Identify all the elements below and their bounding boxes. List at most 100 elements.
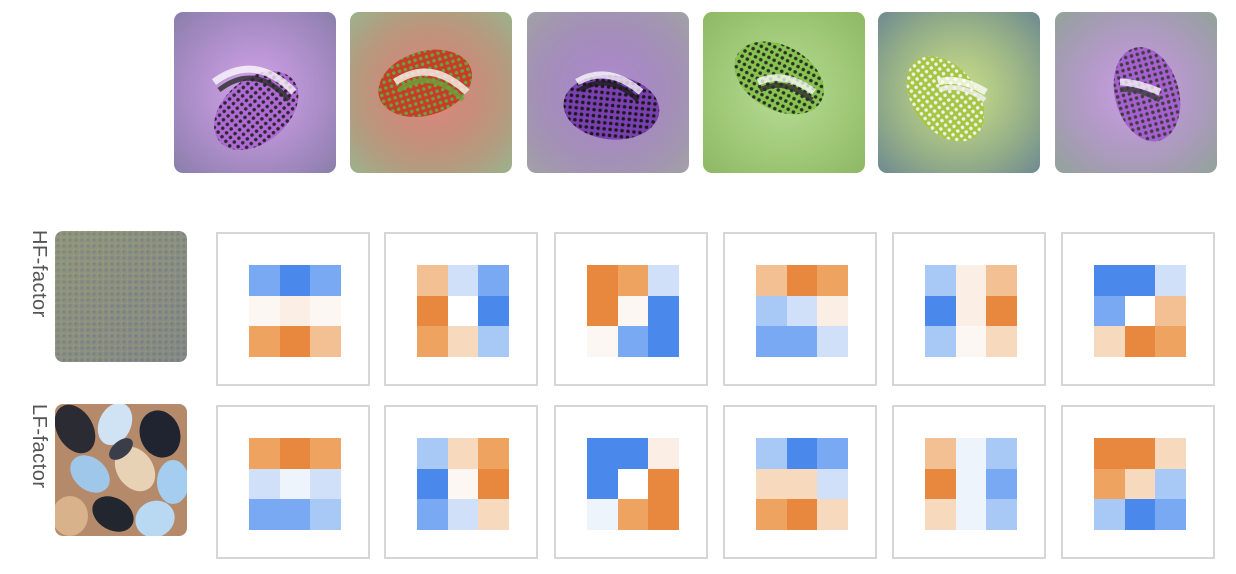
lf-factor-image [55, 404, 187, 536]
kernel-cell [786, 438, 818, 469]
kernel-cell [648, 438, 679, 469]
kernel-cell [986, 499, 1017, 530]
kernel-cell [1124, 438, 1156, 469]
lf-kernel-panel-4 [723, 405, 877, 559]
hf-kernel-panel-4 [723, 232, 877, 386]
kernel-cell [1155, 468, 1186, 500]
hf-kernel-grid [417, 265, 509, 357]
kernel-cell [310, 265, 341, 296]
kernel-cell [249, 499, 280, 530]
lf-kernel-panel-2 [384, 405, 538, 559]
kernel-cell [1094, 295, 1125, 327]
kernel-cell [447, 265, 479, 296]
kernel-cell [279, 468, 311, 500]
kernel-cell [925, 265, 956, 296]
kernel-cell [1094, 326, 1125, 357]
kernel-cell [786, 265, 818, 296]
kernel-cell [786, 326, 818, 357]
lf-kernel-panel-6 [1061, 405, 1215, 559]
kernel-cell [478, 468, 509, 500]
kernel-cell [756, 438, 787, 469]
kernel-cell [1155, 499, 1186, 530]
hf-kernel-panel-2 [384, 232, 538, 386]
kernel-cell [587, 295, 618, 327]
kernel-cell [756, 499, 787, 530]
kernel-cell [817, 295, 848, 327]
kernel-cell [417, 468, 448, 500]
kernel-cell [417, 438, 448, 469]
kernel-cell [1094, 438, 1125, 469]
kernel-cell [648, 499, 679, 530]
kernel-cell [310, 468, 341, 500]
hf-factor-image [55, 231, 187, 362]
kernel-cell [617, 265, 649, 296]
hf-kernel-grid [1094, 265, 1186, 357]
kernel-cell [310, 295, 341, 327]
kernel-cell [587, 438, 618, 469]
kernel-cell [986, 326, 1017, 357]
kernel-cell [478, 295, 509, 327]
kernel-cell [279, 438, 311, 469]
feature-visualization-4 [703, 12, 865, 173]
feature-visualization-1 [174, 12, 336, 173]
kernel-cell [786, 295, 818, 327]
kernel-cell [617, 295, 649, 327]
kernel-cell [478, 438, 509, 469]
kernel-cell [249, 438, 280, 469]
kernel-cell [279, 265, 311, 296]
kernel-cell [1124, 265, 1156, 296]
hf-kernel-grid [249, 265, 341, 357]
kernel-cell [786, 468, 818, 500]
kernel-cell [955, 295, 987, 327]
kernel-cell [249, 295, 280, 327]
kernel-cell [587, 265, 618, 296]
kernel-cell [587, 326, 618, 357]
kernel-cell [817, 499, 848, 530]
kernel-cell [1155, 295, 1186, 327]
kernel-cell [986, 265, 1017, 296]
kernel-cell [817, 438, 848, 469]
kernel-cell [587, 499, 618, 530]
hf-kernel-panel-5 [892, 232, 1046, 386]
lf-kernel-panel-1 [216, 405, 370, 559]
hf-kernel-panel-6 [1061, 232, 1215, 386]
kernel-cell [756, 295, 787, 327]
hf-kernel-grid [756, 265, 848, 357]
kernel-cell [756, 326, 787, 357]
hf-kernel-grid [925, 265, 1017, 357]
kernel-cell [756, 468, 787, 500]
kernel-cell [1124, 326, 1156, 357]
kernel-cell [249, 265, 280, 296]
kernel-cell [447, 295, 479, 327]
kernel-cell [249, 326, 280, 357]
kernel-cell [1094, 468, 1125, 500]
kernel-cell [817, 468, 848, 500]
kernel-cell [478, 326, 509, 357]
kernel-cell [786, 499, 818, 530]
kernel-cell [986, 468, 1017, 500]
kernel-cell [617, 468, 649, 500]
lf-kernel-grid [417, 438, 509, 530]
hf-factor-label: HF-factor [28, 230, 50, 318]
feature-visualization-6 [1055, 12, 1217, 173]
kernel-cell [279, 295, 311, 327]
kernel-cell [955, 265, 987, 296]
kernel-cell [417, 295, 448, 327]
kernel-cell [587, 468, 618, 500]
kernel-cell [648, 468, 679, 500]
kernel-cell [617, 499, 649, 530]
kernel-cell [648, 265, 679, 296]
lf-factor-label: LF-factor [28, 404, 50, 489]
kernel-cell [310, 326, 341, 357]
kernel-cell [955, 499, 987, 530]
hf-kernel-panel-1 [216, 232, 370, 386]
kernel-cell [447, 468, 479, 500]
feature-visualization-3 [527, 12, 689, 173]
kernel-cell [447, 499, 479, 530]
kernel-cell [1124, 468, 1156, 500]
lf-kernel-grid [1094, 438, 1186, 530]
kernel-cell [986, 295, 1017, 327]
kernel-cell [1155, 265, 1186, 296]
kernel-cell [925, 438, 956, 469]
hf-kernel-panel-3 [554, 232, 708, 386]
